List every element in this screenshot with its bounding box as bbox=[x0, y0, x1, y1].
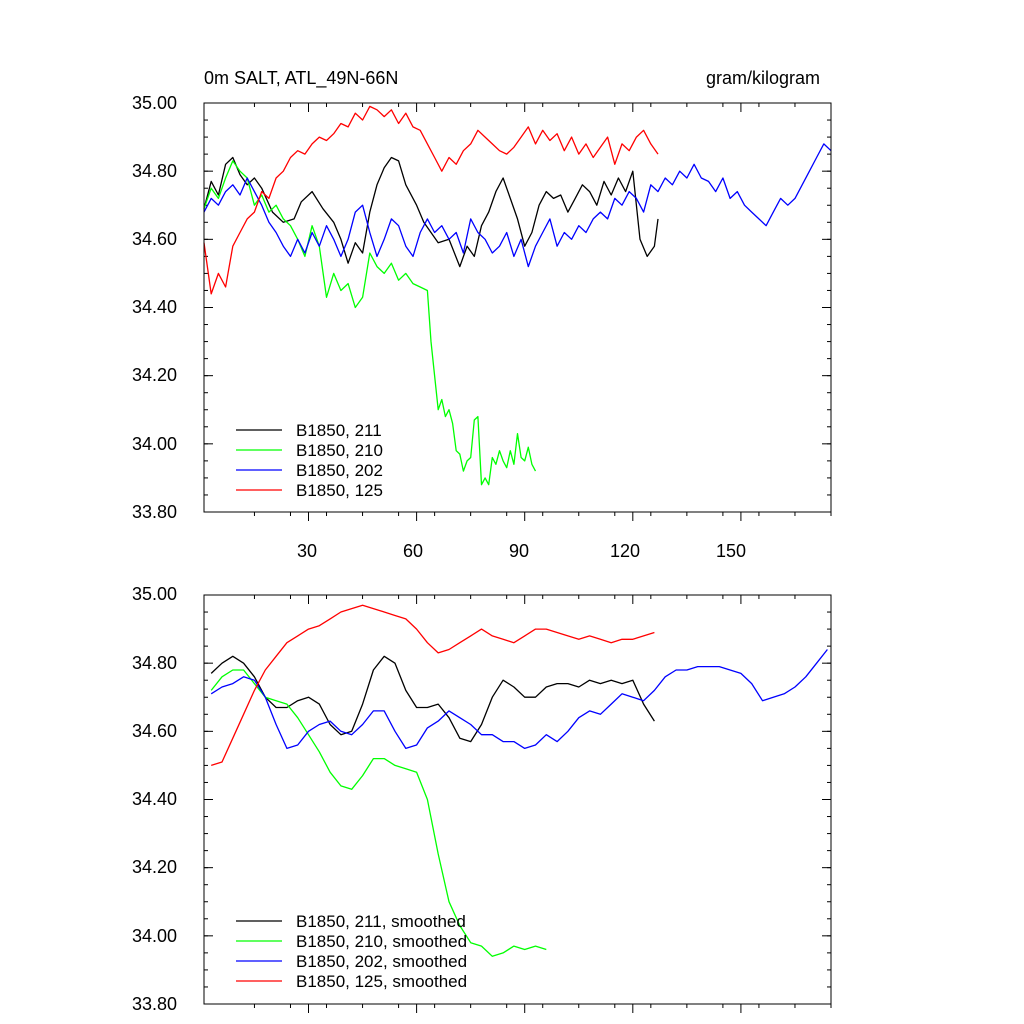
legend-label-b1850-211-smoothed: B1850, 211, smoothed bbox=[296, 912, 466, 931]
legend-label-b1850-202: B1850, 202 bbox=[296, 461, 383, 480]
series-line-b1850-211 bbox=[203, 156, 659, 268]
legend-label-b1850-210-smoothed: B1850, 210, smoothed bbox=[296, 932, 467, 951]
legend-label-b1850-211: B1850, 211 bbox=[296, 421, 382, 440]
legend-label-b1850-125: B1850, 125 bbox=[296, 481, 383, 500]
bottom-panel-series-lines bbox=[210, 604, 828, 957]
bottom-panel-legend: B1850, 211, smoothed B1850, 210, smoothe… bbox=[236, 912, 467, 991]
top-panel-series-lines bbox=[203, 105, 832, 486]
legend-label-b1850-125-smoothed: B1850, 125, smoothed bbox=[296, 972, 467, 991]
legend-label-b1850-202-smoothed: B1850, 202, smoothed bbox=[296, 952, 467, 971]
bottom-panel: 35.00 34.80 34.60 34.40 34.20 34.00 33.8… bbox=[132, 584, 832, 1014]
y-tick-label: 35.00 bbox=[132, 93, 177, 113]
series-line-b1850-125-smoothed bbox=[211, 604, 655, 767]
y-tick-label: 34.40 bbox=[132, 297, 177, 317]
y-tick-label: 34.80 bbox=[132, 653, 177, 673]
y-tick-label: 34.60 bbox=[132, 229, 177, 249]
series-line-b1850-202 bbox=[203, 143, 832, 268]
y-tick-label: 34.20 bbox=[132, 857, 177, 877]
top-panel-frame bbox=[203, 102, 832, 513]
series-line-b1850-202-smoothed bbox=[210, 649, 828, 750]
top-panel-legend: B1850, 211 B1850, 210 B1850, 202 B1850, … bbox=[236, 421, 383, 500]
y-tick-label: 34.40 bbox=[132, 789, 177, 809]
y-tick-label: 34.00 bbox=[132, 434, 177, 454]
x-tick-label: 60 bbox=[403, 541, 423, 561]
top-panel-units: gram/kilogram bbox=[706, 68, 820, 88]
y-tick-label: 34.60 bbox=[132, 721, 177, 741]
top-panel-title: 0m SALT, ATL_49N-66N bbox=[204, 68, 398, 89]
series-line-b1850-125 bbox=[203, 105, 659, 295]
series-line-b1850-211-smoothed bbox=[210, 655, 655, 743]
legend-label-b1850-210: B1850, 210 bbox=[296, 441, 383, 460]
y-tick-label: 34.20 bbox=[132, 365, 177, 385]
series-line-b1850-210-smoothed bbox=[210, 669, 547, 957]
top-panel: 0m SALT, ATL_49N-66N gram/kilogram 35.00… bbox=[132, 68, 832, 561]
y-tick-label: 33.80 bbox=[132, 502, 177, 522]
x-tick-label: 30 bbox=[297, 541, 317, 561]
x-tick-label: 150 bbox=[716, 541, 746, 561]
y-tick-label: 35.00 bbox=[132, 584, 177, 604]
y-tick-label: 33.80 bbox=[132, 994, 177, 1014]
top-panel-y-tick-labels: 35.00 34.80 34.60 34.40 34.20 34.00 33.8… bbox=[132, 93, 177, 522]
x-tick-label: 90 bbox=[509, 541, 529, 561]
x-tick-label: 120 bbox=[610, 541, 640, 561]
series-line-b1850-210 bbox=[203, 160, 537, 486]
y-tick-label: 34.00 bbox=[132, 926, 177, 946]
y-tick-label: 34.80 bbox=[132, 161, 177, 181]
top-panel-x-tick-labels: 30 60 90 120 150 bbox=[297, 541, 746, 561]
bottom-panel-y-tick-labels: 35.00 34.80 34.60 34.40 34.20 34.00 33.8… bbox=[132, 584, 177, 1014]
bottom-panel-frame bbox=[203, 594, 832, 1005]
